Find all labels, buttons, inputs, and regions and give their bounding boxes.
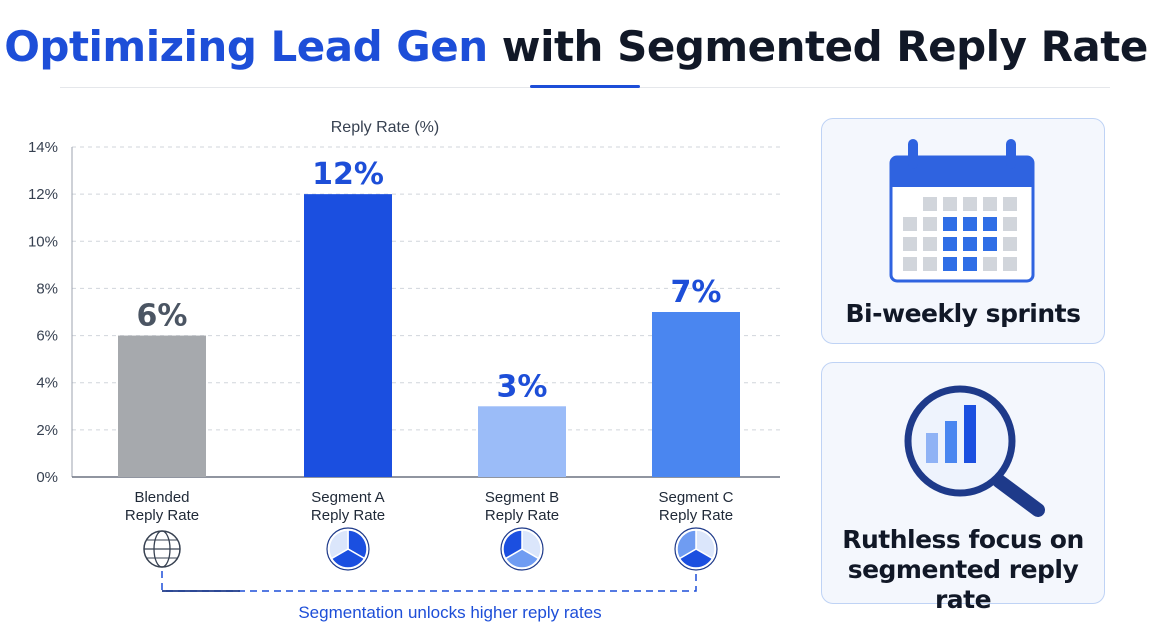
calendar-day-cell xyxy=(1003,217,1017,231)
title-rest: with Segmented Reply Rate xyxy=(501,22,1149,71)
sprints-label: Bi-weekly sprints xyxy=(845,299,1081,328)
page-title: Optimizing Lead Gen with Segmented Reply… xyxy=(0,22,1152,71)
sprints-card: Bi-weekly sprints xyxy=(821,118,1105,344)
calendar-day-cell xyxy=(943,257,957,271)
calendar-day-cell xyxy=(963,217,977,231)
calendar-day-cell xyxy=(923,237,937,251)
data-label: 3% xyxy=(497,369,548,404)
calendar-day-cell xyxy=(963,237,977,251)
y-tick-label: 6% xyxy=(36,328,58,345)
calendar-day-cell xyxy=(923,217,937,231)
pie-wedge xyxy=(676,529,697,560)
data-label: 6% xyxy=(137,299,188,334)
y-axis-title: Reply Rate (%) xyxy=(331,119,439,136)
y-tick-label: 10% xyxy=(28,233,58,250)
x-tick-label: Segment A xyxy=(311,489,384,506)
pie-wedge xyxy=(504,548,540,569)
focus-card: Ruthless focus on segmented reply rate xyxy=(821,362,1105,614)
x-tick-label: Blended xyxy=(134,489,189,506)
bar xyxy=(652,312,740,477)
y-tick-label: 0% xyxy=(36,469,58,486)
calendar-icon xyxy=(889,139,1035,283)
data-label: 7% xyxy=(671,275,722,310)
x-tick-label: Segment B xyxy=(485,489,559,506)
calendar-day-cell xyxy=(903,217,917,231)
title-accent: Optimizing Lead Gen xyxy=(4,22,488,71)
annotation-bracket xyxy=(161,571,697,592)
calendar-day-cell xyxy=(923,197,937,211)
magnifier-chart-icon xyxy=(904,385,1045,517)
calendar-day-cell xyxy=(983,217,997,231)
pie-wedge xyxy=(328,529,349,560)
y-tick-label: 14% xyxy=(28,139,58,156)
calendar-day-cell xyxy=(943,217,957,231)
calendar-day-cell xyxy=(943,237,957,251)
pie-wedge xyxy=(502,529,523,560)
x-tick-label: Reply Rate xyxy=(659,507,733,524)
calendar-day-cell xyxy=(923,257,937,271)
calendar-day-cell xyxy=(943,197,957,211)
y-tick-label: 8% xyxy=(36,280,58,297)
y-tick-label: 2% xyxy=(36,422,58,439)
calendar-day-cell xyxy=(903,237,917,251)
bar xyxy=(478,406,566,477)
focus-label-line-2: segmented reply rate xyxy=(847,555,1079,614)
calendar-day-cell xyxy=(1003,257,1017,271)
calendar-day-cell xyxy=(963,197,977,211)
calendar-day-cell xyxy=(903,257,917,271)
y-tick-label: 4% xyxy=(36,375,58,392)
calendar-day-cell xyxy=(963,257,977,271)
data-label: 12% xyxy=(312,157,384,192)
x-tick-label: Segment C xyxy=(658,489,733,506)
calendar-day-cell xyxy=(983,257,997,271)
x-tick-label: Reply Rate xyxy=(311,507,385,524)
calendar-day-cell xyxy=(1003,197,1017,211)
y-tick-label: 12% xyxy=(28,186,58,203)
title-underline xyxy=(530,85,640,88)
bar xyxy=(304,194,392,477)
pie-wedge xyxy=(330,548,366,569)
bar-chart: Reply Rate (%) 0% 2% 4% 6% 8% 10% 12% 14% 6% Blend… xyxy=(28,119,780,622)
calendar-day-cell xyxy=(1003,237,1017,251)
focus-label: Ruthless focus on segmented reply rate xyxy=(822,525,1104,615)
pie-wedge xyxy=(678,548,714,569)
bar xyxy=(118,335,206,477)
calendar-day-cell xyxy=(983,237,997,251)
focus-label-line-1: Ruthless focus on xyxy=(842,525,1084,554)
x-tick-label: Reply Rate xyxy=(125,507,199,524)
x-tick-label: Reply Rate xyxy=(485,507,559,524)
calendar-day-cell xyxy=(983,197,997,211)
annotation-text: Segmentation unlocks higher reply rates xyxy=(298,603,601,622)
